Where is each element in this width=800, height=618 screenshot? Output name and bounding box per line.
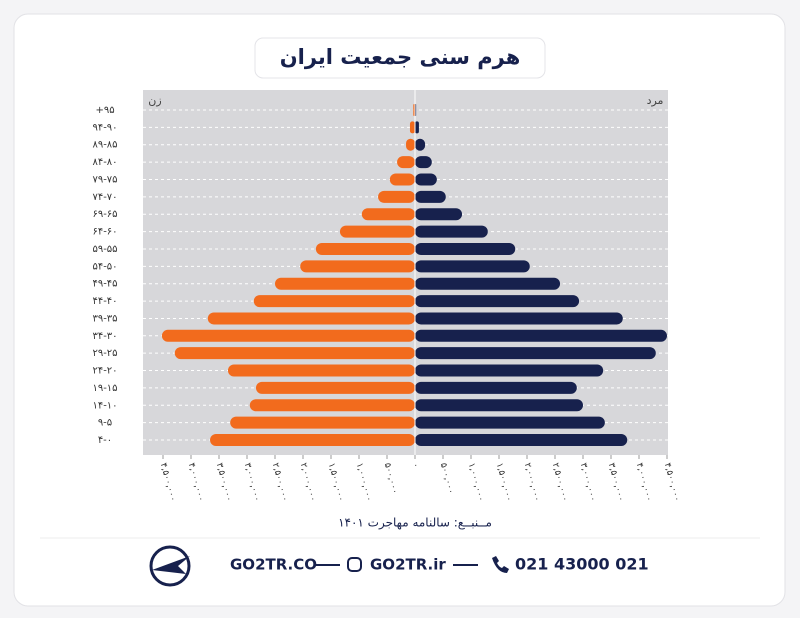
bar <box>415 416 605 429</box>
bar <box>397 156 415 169</box>
bar <box>415 277 561 290</box>
y-tick-label: ۱۴-۱۰ <box>92 400 117 411</box>
legend-label: مرد <box>647 94 664 107</box>
bar <box>227 364 415 377</box>
bar <box>207 312 415 325</box>
y-tick-label: ۹-۵ <box>98 418 112 429</box>
y-tick-label: ۷۹-۷۵ <box>92 174 117 185</box>
bar <box>378 190 415 203</box>
bar <box>415 329 667 342</box>
bar <box>230 416 415 429</box>
bar <box>389 173 415 186</box>
chart-title: هرم سنی جمعیت ایران <box>280 45 521 69</box>
y-tick-label: ۴۹-۴۵ <box>92 279 117 290</box>
website[interactable]: GO2TR.CO <box>230 556 317 574</box>
bar <box>415 364 604 377</box>
bar <box>339 225 415 238</box>
bar <box>415 381 577 394</box>
bar <box>415 121 419 134</box>
bar <box>415 399 583 412</box>
y-tick-label: ۵۴-۵۰ <box>92 261 117 272</box>
instagram-icon <box>347 557 362 572</box>
y-tick-label: ۱۹-۱۵ <box>92 383 117 394</box>
y-tick-label: ۴-۰ <box>98 435 112 446</box>
bar <box>415 295 580 308</box>
bar <box>409 121 415 134</box>
y-tick-label: +۹۵ <box>95 105 114 116</box>
y-tick-label: ۲۹-۲۵ <box>92 348 117 359</box>
bar <box>415 225 488 238</box>
bar <box>249 399 415 412</box>
y-tick-label: ۳۴-۳۰ <box>92 331 117 342</box>
bar <box>161 329 415 342</box>
bar <box>174 347 415 360</box>
bar <box>415 347 656 360</box>
y-tick-label: ۷۴-۷۰ <box>92 192 117 203</box>
bar <box>415 208 463 221</box>
bar <box>415 312 623 325</box>
x-tick-label: ۰ <box>410 462 421 469</box>
legend-label: زن <box>148 94 161 107</box>
y-tick-label: ۴۴-۴۰ <box>92 296 117 307</box>
bar <box>415 260 530 273</box>
bar <box>415 156 432 169</box>
bar <box>415 138 426 151</box>
instagram[interactable]: GO2TR.ir <box>370 556 446 574</box>
phone[interactable]: 021 43000 021 <box>515 555 649 574</box>
plot-area <box>143 90 668 455</box>
y-tick-label: ۸۴-۸۰ <box>92 157 117 168</box>
y-tick-label: ۹۴-۹۰ <box>92 122 117 133</box>
y-tick-label: ۳۹-۳۵ <box>92 313 117 324</box>
bar <box>361 208 415 221</box>
bar <box>415 242 516 255</box>
y-tick-label: ۶۴-۶۰ <box>92 227 117 238</box>
bar <box>406 138 415 151</box>
bar <box>315 242 415 255</box>
y-tick-label: ۵۹-۵۵ <box>92 244 117 255</box>
y-tick-label: ۶۹-۶۵ <box>92 209 117 220</box>
source-note: مــنبــع: سالنامه مهاجرت ۱۴۰۱ <box>338 516 492 531</box>
bar <box>300 260 415 273</box>
bar <box>415 190 446 203</box>
logo <box>149 545 191 587</box>
y-tick-label: ۲۴-۲۰ <box>92 366 117 377</box>
bar <box>415 434 628 447</box>
bar <box>210 434 415 447</box>
bar <box>255 381 415 394</box>
title-box <box>254 37 546 79</box>
phone-icon <box>492 556 509 573</box>
bar <box>415 173 437 186</box>
bar <box>275 277 415 290</box>
bar <box>253 295 415 308</box>
y-tick-label: ۸۹-۸۵ <box>92 140 117 151</box>
